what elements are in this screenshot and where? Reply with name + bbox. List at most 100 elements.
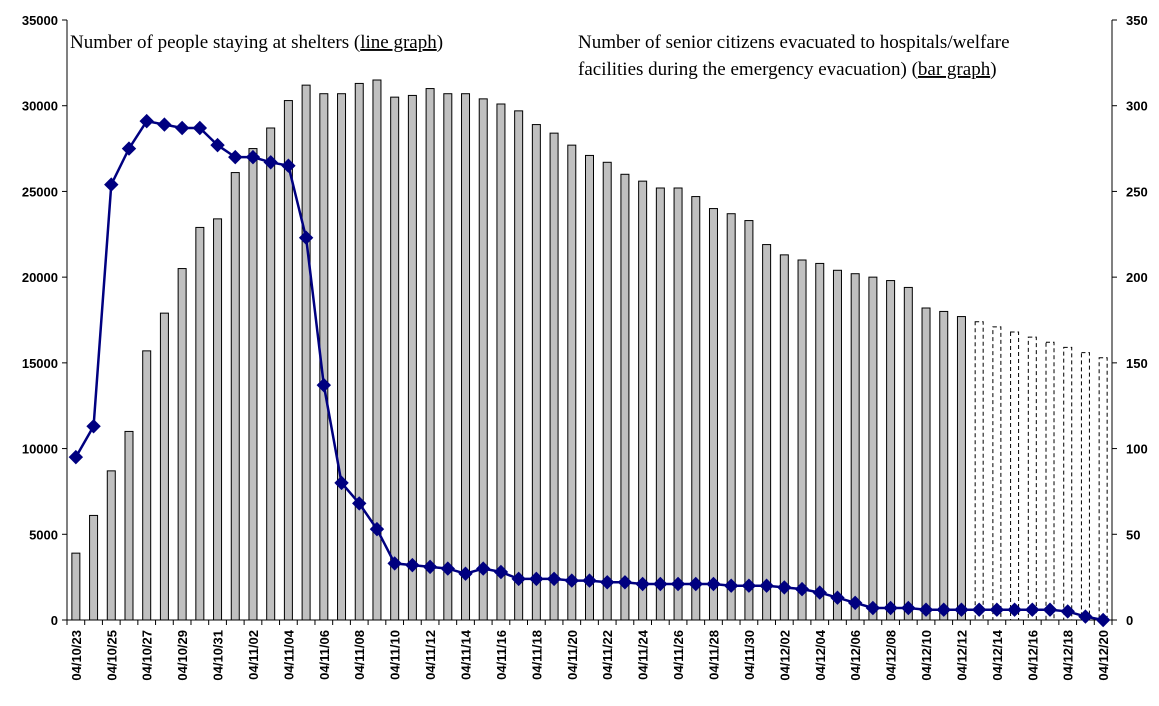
x-tick-label: 04/11/30: [742, 630, 757, 680]
right-axis-ticks: 0 50 100 150 200 250 300 350: [1112, 13, 1148, 628]
line-point: [316, 377, 332, 393]
line-point: [493, 564, 509, 580]
bar: [372, 79, 382, 621]
line-point: [174, 120, 190, 136]
line-point: [281, 158, 296, 173]
line-point: [936, 602, 951, 617]
line-point: [971, 602, 987, 617]
x-tick-label: 04/11/18: [529, 630, 544, 680]
bar: [407, 94, 417, 621]
axes: [66, 20, 1113, 621]
bar: [691, 196, 701, 621]
bar: [832, 269, 842, 621]
line-point: [1095, 612, 1111, 628]
x-tick-label: 04/12/04: [813, 629, 828, 680]
x-tick-label: 04/12/20: [1096, 630, 1111, 681]
line-point: [192, 120, 208, 136]
line-point: [1025, 602, 1040, 617]
x-tick-label: 04/10/29: [175, 630, 190, 681]
line-point: [954, 602, 969, 617]
line-point: [422, 559, 438, 575]
line-point: [865, 600, 881, 616]
line-point: [104, 177, 119, 192]
bar: [850, 273, 860, 621]
bar: [142, 350, 152, 621]
right-tick-label: 0: [1126, 613, 1133, 628]
x-tick-label: 04/12/16: [1025, 630, 1040, 681]
legend-line-graph-link: line graph: [360, 32, 437, 53]
line-point: [600, 575, 615, 590]
line-point: [369, 521, 385, 537]
line-point: [883, 600, 898, 616]
line-point: [210, 137, 225, 153]
line-point: [989, 602, 1005, 617]
bar: [797, 259, 807, 621]
bar: [708, 208, 718, 621]
x-tick-label: 04/12/10: [919, 630, 934, 681]
bar: [638, 180, 648, 621]
x-tick-label: 04/11/14: [459, 629, 474, 680]
line-point: [476, 561, 491, 576]
bar: [655, 187, 665, 621]
line-point: [1042, 602, 1058, 617]
bar: [89, 514, 99, 621]
line-point: [387, 556, 402, 571]
bar: [779, 254, 789, 621]
line-point: [901, 600, 916, 616]
x-tick-label: 04/11/02: [246, 630, 261, 680]
line-point: [352, 496, 367, 511]
bar: [195, 226, 205, 621]
bar: [744, 220, 754, 621]
x-tick-label: 04/12/12: [954, 630, 969, 681]
bar: [868, 276, 878, 621]
bar: [159, 312, 169, 621]
line-point: [777, 580, 792, 595]
x-axis-ticks: 04/10/23 04/10/25 04/10/27 04/10/29 04/10/31…: [66, 620, 1113, 681]
line-point: [157, 117, 172, 132]
bar-series: [71, 79, 1108, 621]
line-point: [1007, 602, 1022, 617]
right-tick-label: 150: [1126, 356, 1148, 371]
x-tick-label: 04/10/25: [104, 630, 119, 681]
legend-bar-graph-line1: Number of senior citizens evacuated to h…: [578, 32, 1010, 53]
x-tick-label: 04/11/04: [281, 629, 296, 680]
line-point: [458, 566, 473, 581]
x-tick-label: 04/11/24: [636, 629, 651, 680]
x-tick-label: 04/11/12: [423, 630, 438, 680]
bar: [425, 88, 435, 621]
right-tick-label: 100: [1126, 442, 1148, 457]
line-point: [706, 576, 721, 592]
line-point: [546, 571, 562, 587]
bar: [514, 110, 524, 621]
bar: [301, 84, 311, 621]
line-point: [723, 578, 739, 593]
x-tick-label: 04/12/02: [777, 630, 792, 681]
line-point: [228, 149, 243, 165]
left-tick-label: 5000: [29, 527, 58, 542]
x-tick-label: 04/12/06: [848, 630, 863, 681]
bar: [886, 280, 896, 621]
bar: [673, 187, 683, 621]
line-point: [68, 449, 84, 465]
bar: [903, 286, 913, 621]
legend-bar-graph-line2: facilities during the emergency evacuati…: [578, 59, 997, 80]
line-series: [68, 113, 1111, 628]
line-point: [334, 475, 349, 491]
line-point: [759, 578, 774, 593]
left-tick-label: 30000: [22, 99, 58, 114]
bar: [762, 244, 772, 621]
line-point: [582, 573, 597, 588]
bar: [815, 262, 825, 621]
line-point: [847, 595, 863, 611]
bar: [1027, 336, 1037, 621]
right-tick-label: 350: [1126, 13, 1148, 28]
bar: [71, 552, 81, 621]
bar: [1063, 346, 1073, 621]
line-point: [564, 573, 579, 588]
x-tick-label: 04/11/08: [352, 630, 367, 680]
line-point: [635, 576, 650, 592]
legend-line-graph: Number of people staying at shelters (li…: [70, 32, 443, 53]
line-point: [794, 581, 810, 597]
line-point: [670, 576, 686, 592]
